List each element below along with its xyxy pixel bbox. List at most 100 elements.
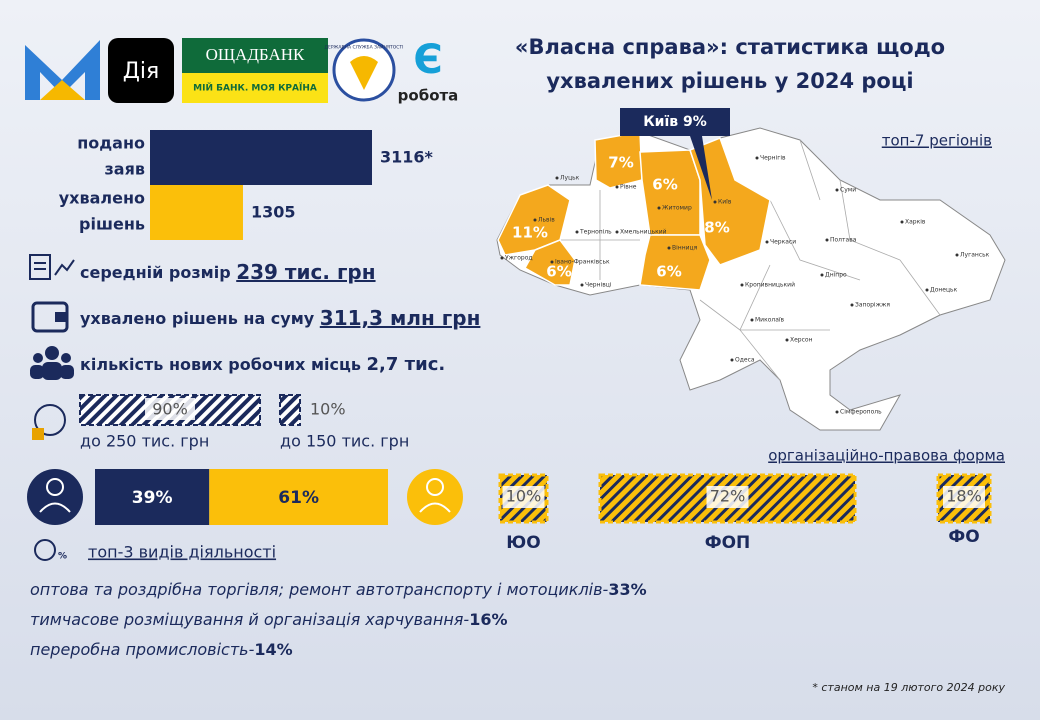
stat-row: кількість нових робочих місць 2,7 тис. bbox=[80, 354, 445, 375]
city-dot bbox=[750, 318, 754, 322]
city-label: Чернівці bbox=[585, 282, 612, 289]
stat-label: середній розмір bbox=[80, 263, 236, 282]
label-backdrop bbox=[145, 398, 195, 420]
region-share: 6% bbox=[652, 176, 677, 194]
city-dot bbox=[533, 218, 537, 222]
city-label: Дніпро bbox=[825, 272, 847, 279]
bar-category-label: ухвалено bbox=[59, 189, 145, 208]
city-label: Чернігів bbox=[760, 155, 786, 162]
activity-row: тимчасове розміщування й організація хар… bbox=[30, 610, 507, 629]
gender-bar bbox=[95, 469, 210, 525]
city-dot bbox=[825, 238, 829, 242]
bar bbox=[150, 185, 243, 240]
logo-bank-slogan: МІЙ БАНК. МОЯ КРАЇНА bbox=[193, 82, 317, 94]
city-dot bbox=[835, 188, 839, 192]
city-dot bbox=[820, 273, 824, 277]
label-backdrop bbox=[706, 486, 749, 508]
city-label: Київ bbox=[718, 199, 732, 206]
city-dot bbox=[765, 240, 769, 244]
activity-text: оптова та роздрібна торгівля; ремонт авт… bbox=[30, 580, 609, 599]
footnote: * станом на 19 лютого 2024 року bbox=[812, 681, 1005, 694]
kyiv-callout-box bbox=[620, 108, 730, 136]
stat-value: 2,7 тис. bbox=[367, 354, 446, 375]
logo-m bbox=[25, 40, 100, 100]
category-label: до 150 тис. грн bbox=[280, 432, 409, 451]
percent-label: 10% bbox=[310, 400, 346, 419]
activity-text: переробна промисловість- bbox=[30, 640, 255, 659]
city-label: Вінниця bbox=[672, 245, 698, 252]
city-label: Луганськ bbox=[960, 252, 990, 259]
logo-diia-box bbox=[108, 38, 174, 103]
city-dot bbox=[555, 176, 559, 180]
activity-row: переробна промисловість-14% bbox=[30, 640, 293, 659]
logo-bank-name: ОЩАДБАНК bbox=[206, 45, 305, 64]
city-label: Кропивницький bbox=[745, 282, 795, 289]
city-label: Луцьк bbox=[560, 175, 580, 182]
gender-label: 61% bbox=[278, 488, 319, 508]
label-backdrop bbox=[502, 486, 545, 508]
stat-row: середній розмір 239 тис. грн bbox=[80, 260, 376, 284]
icon-wallet bbox=[31, 301, 69, 333]
city-label: Полтава bbox=[830, 237, 857, 244]
city-dot bbox=[580, 283, 584, 287]
activity-share: 33% bbox=[608, 580, 646, 599]
legal-form-share: 72% bbox=[710, 487, 746, 506]
title-line: ухвалених рішень у 2024 році bbox=[546, 69, 913, 93]
activity-share: 16% bbox=[469, 610, 507, 629]
legal-form-share: 10% bbox=[506, 487, 542, 506]
gender-bar bbox=[209, 469, 388, 525]
city-label: Ужгород bbox=[505, 255, 533, 262]
city-dot bbox=[755, 156, 759, 160]
region-share: 8% bbox=[704, 219, 729, 237]
city-label: Львів bbox=[538, 217, 555, 224]
stat-row: ухвалено рішень на суму 311,3 млн грн bbox=[80, 306, 480, 330]
city-label: Запоріжжя bbox=[855, 302, 890, 309]
activity-share: 14% bbox=[254, 640, 292, 659]
icon-people bbox=[30, 346, 74, 380]
icon-chart bbox=[32, 404, 66, 440]
stat-value: 311,3 млн грн bbox=[320, 306, 481, 330]
legal-form-share: 18% bbox=[946, 487, 982, 506]
bar-category-label: заяв bbox=[105, 160, 146, 179]
map-shares: 7% 6% 8% 11% 6% 6% bbox=[512, 154, 730, 281]
logo-employment-text: ДЕРЖАВНА СЛУЖБА ЗАЙНЯТОСТІ bbox=[324, 44, 403, 51]
percent-label: 90% bbox=[152, 400, 188, 419]
legal-form-label: ФО bbox=[948, 527, 979, 547]
legal-form-label: ЮО bbox=[506, 533, 540, 553]
city-dot bbox=[900, 220, 904, 224]
logo-robota: робота bbox=[398, 87, 459, 105]
hatched-bar bbox=[279, 394, 301, 426]
city-dot bbox=[657, 206, 661, 210]
category-label: до 250 тис. грн bbox=[80, 432, 209, 451]
city-dot bbox=[615, 185, 619, 189]
city-dot bbox=[740, 283, 744, 287]
city-label: Івано-Франківськ bbox=[555, 259, 610, 266]
icon-male bbox=[27, 469, 83, 525]
city-label: Сімферополь bbox=[840, 409, 882, 416]
city-label: Черкаси bbox=[770, 239, 796, 246]
city-label: Хмельницький bbox=[620, 229, 667, 236]
logo-bank-bottom bbox=[182, 73, 328, 103]
city-dot bbox=[785, 338, 789, 342]
gender-label: 39% bbox=[132, 488, 173, 508]
city-dot bbox=[575, 230, 579, 234]
logo-diia: Дія bbox=[123, 59, 160, 84]
city-dot bbox=[835, 410, 839, 414]
stat-value: 239 тис. грн bbox=[236, 260, 375, 284]
kyiv-callout-pointer bbox=[690, 136, 712, 200]
icon-doc bbox=[29, 254, 75, 280]
kyiv-callout: Київ 9% bbox=[643, 114, 707, 130]
activities-heading: топ-3 видів діяльності bbox=[88, 543, 276, 562]
map-cities: Луцьк Рівне Житомир Київ Чернігів Суми Харків П… bbox=[500, 155, 990, 416]
city-label: Суми bbox=[840, 187, 856, 194]
city-dot bbox=[850, 303, 854, 307]
city-label: Харків bbox=[905, 219, 926, 226]
logo-employment-emblem bbox=[350, 56, 378, 90]
city-label: Житомир bbox=[662, 205, 692, 212]
city-dot bbox=[500, 256, 504, 260]
stat-label: ухвалено рішень на суму bbox=[80, 309, 320, 328]
city-dot bbox=[615, 230, 619, 234]
